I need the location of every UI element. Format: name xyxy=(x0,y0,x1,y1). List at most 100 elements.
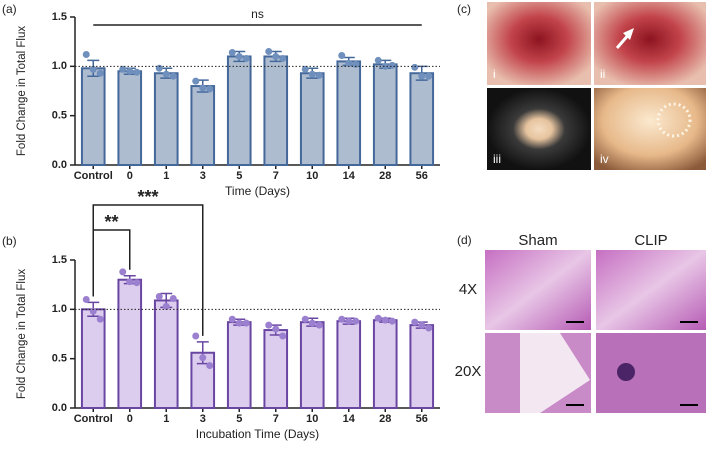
panel-label: (c) xyxy=(457,2,471,16)
x-axis-label: Time (Days) xyxy=(225,184,290,198)
data-point xyxy=(119,65,127,73)
y-tick-label: 1.0 xyxy=(52,60,67,72)
implant xyxy=(656,102,692,138)
data-point xyxy=(126,278,134,286)
photo-panel: (c) i ii iii iv xyxy=(457,2,706,170)
x-tick-label: 1 xyxy=(163,170,169,182)
x-tick-label: 7 xyxy=(273,170,279,182)
micrograph xyxy=(596,333,706,413)
data-point xyxy=(345,317,353,325)
x-tick-label: 10 xyxy=(306,170,318,182)
column-label: CLIP xyxy=(634,232,667,249)
x-tick-label: 7 xyxy=(273,413,279,425)
x-tick-label: 0 xyxy=(127,170,133,182)
data-point xyxy=(418,321,426,329)
data-point xyxy=(206,362,214,370)
data-point xyxy=(272,52,280,60)
x-tick-label: 10 xyxy=(306,413,318,425)
panel-label: (d) xyxy=(457,233,472,247)
bar xyxy=(226,55,252,166)
bar xyxy=(80,308,106,410)
bar xyxy=(190,85,216,166)
data-point xyxy=(315,71,323,79)
data-point xyxy=(96,315,104,323)
data-point xyxy=(228,49,236,57)
micrograph xyxy=(596,250,706,330)
data-point xyxy=(199,354,207,362)
data-point xyxy=(308,70,316,78)
data-point xyxy=(388,317,396,325)
data-point xyxy=(381,316,389,324)
photo xyxy=(487,2,591,85)
x-axis-label: Incubation Time (Days) xyxy=(196,427,319,441)
bar xyxy=(336,60,362,166)
data-point xyxy=(425,72,433,80)
x-tick-label: Control xyxy=(74,170,113,182)
data-point xyxy=(162,302,170,310)
x-tick-label: 3 xyxy=(200,413,206,425)
data-point xyxy=(242,54,250,62)
row-label: 4X xyxy=(459,281,477,298)
tissue-gap xyxy=(520,333,590,413)
arrow-head xyxy=(623,28,634,40)
data-point xyxy=(411,318,419,326)
data-point xyxy=(235,52,243,60)
photo xyxy=(487,88,591,170)
data-point xyxy=(352,60,360,68)
data-point xyxy=(228,315,236,323)
data-point xyxy=(162,70,170,78)
bar xyxy=(263,55,289,166)
bar xyxy=(117,70,143,166)
data-point xyxy=(411,63,419,71)
x-tick-label: Control xyxy=(74,413,113,425)
x-tick-label: 14 xyxy=(343,170,356,182)
data-point xyxy=(133,279,141,287)
x-tick-label: 56 xyxy=(416,413,428,425)
significance-label: *** xyxy=(137,187,158,207)
data-point xyxy=(265,321,273,329)
significance-bracket xyxy=(92,204,204,336)
photo-label: ii xyxy=(600,67,605,81)
data-point xyxy=(338,315,346,323)
photo-label: i xyxy=(493,67,496,81)
y-tick-label: 0.0 xyxy=(52,159,67,171)
bar xyxy=(299,72,325,166)
x-tick-label: 14 xyxy=(343,413,356,425)
data-point xyxy=(338,51,346,59)
data-point xyxy=(155,64,163,72)
cell-cluster xyxy=(617,363,635,381)
data-point xyxy=(126,67,134,75)
data-point xyxy=(199,84,207,92)
data-point xyxy=(315,321,323,329)
bar xyxy=(372,63,398,166)
data-point xyxy=(352,317,360,325)
y-tick-label: 1.5 xyxy=(52,11,67,23)
photo-label: iii xyxy=(493,152,501,166)
bar xyxy=(336,320,362,410)
data-point xyxy=(235,319,243,327)
data-point xyxy=(192,332,200,340)
x-tick-label: 28 xyxy=(379,170,391,182)
bar xyxy=(409,324,435,409)
bar xyxy=(117,278,143,409)
data-point xyxy=(418,72,426,80)
bar xyxy=(226,321,252,409)
y-axis-label: Fold Change in Total Flux xyxy=(16,269,28,399)
significance-label: ** xyxy=(104,212,118,232)
data-point xyxy=(279,332,287,340)
data-point xyxy=(192,77,200,85)
x-tick-label: 3 xyxy=(200,170,206,182)
data-point xyxy=(301,315,309,323)
bar xyxy=(153,299,179,410)
data-point xyxy=(381,62,389,70)
bar xyxy=(80,67,106,166)
column-label: Sham xyxy=(518,232,557,249)
data-point xyxy=(206,85,214,93)
data-point xyxy=(279,54,287,62)
x-tick-label: 28 xyxy=(379,413,391,425)
micrograph xyxy=(485,250,591,330)
data-point xyxy=(133,68,141,76)
y-tick-label: 1.0 xyxy=(52,303,67,315)
data-point xyxy=(169,294,177,302)
